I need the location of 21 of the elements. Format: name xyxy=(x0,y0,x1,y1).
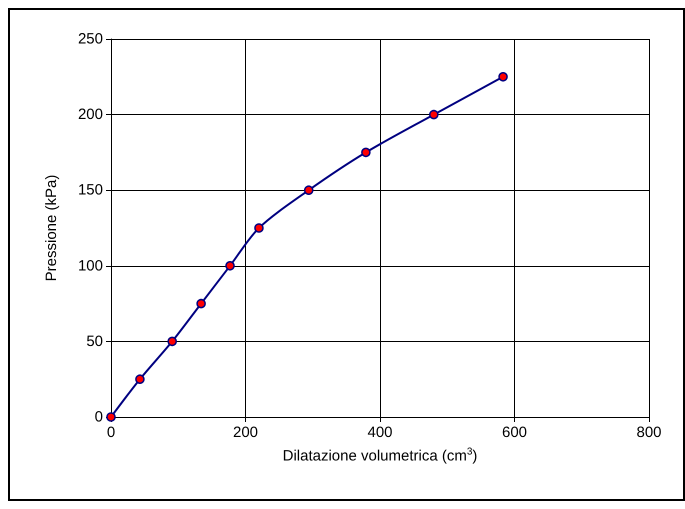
x-tick-label: 200 xyxy=(232,424,258,441)
point xyxy=(498,72,508,82)
x-tick-label: 400 xyxy=(367,424,393,441)
y-tick-label: 150 xyxy=(78,182,103,199)
y-tick-label: 50 xyxy=(86,332,103,350)
point xyxy=(304,185,314,195)
point xyxy=(429,110,439,120)
x-tick-label: 600 xyxy=(502,424,528,441)
point xyxy=(361,148,371,158)
y-tick-label: 200 xyxy=(78,106,103,124)
point xyxy=(167,336,177,346)
x-tick-label: 0 xyxy=(106,424,116,441)
point xyxy=(135,374,145,384)
point xyxy=(254,223,264,233)
x-tick-label: 800 xyxy=(636,424,662,441)
y-tick-label: 100 xyxy=(78,257,103,274)
point xyxy=(196,298,206,308)
y-axis-title: Pressione (kPa) xyxy=(43,174,60,282)
y-tick-label: 0 xyxy=(94,408,103,426)
y-tick-label: 250 xyxy=(78,30,103,48)
point xyxy=(225,261,235,271)
